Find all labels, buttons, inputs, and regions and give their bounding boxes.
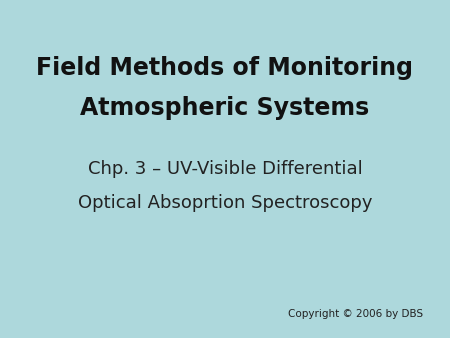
Text: Field Methods of Monitoring: Field Methods of Monitoring (36, 55, 414, 80)
Text: Chp. 3 – UV-Visible Differential: Chp. 3 – UV-Visible Differential (88, 160, 362, 178)
Text: Atmospheric Systems: Atmospheric Systems (81, 96, 369, 120)
Text: Copyright © 2006 by DBS: Copyright © 2006 by DBS (288, 309, 423, 319)
Text: Optical Absoprtion Spectroscopy: Optical Absoprtion Spectroscopy (78, 194, 372, 212)
